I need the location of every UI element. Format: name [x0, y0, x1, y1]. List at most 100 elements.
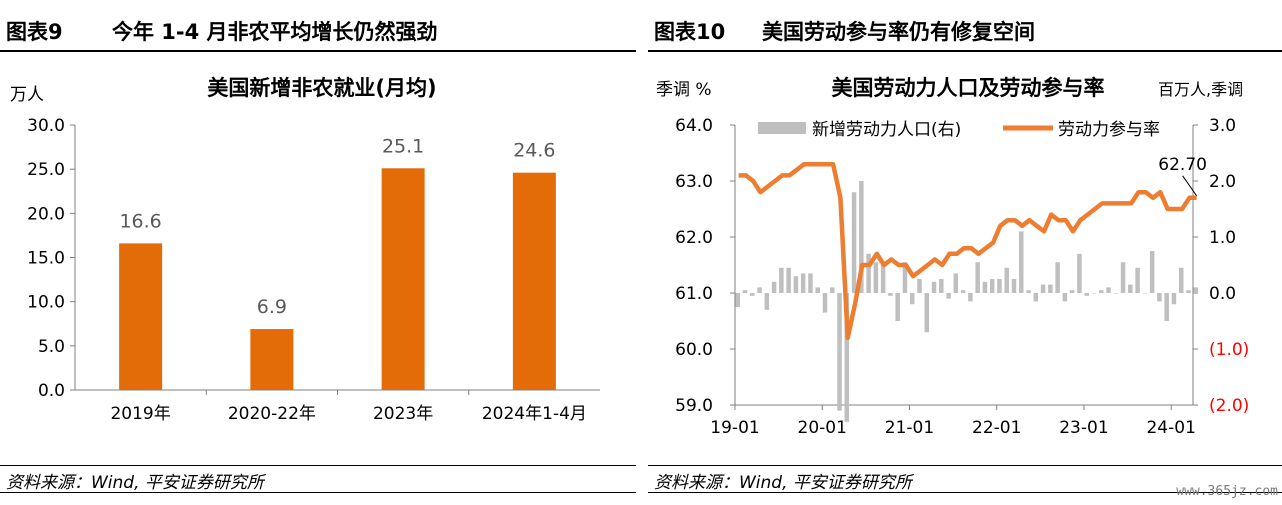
labor-force-bar	[750, 293, 755, 296]
labor-force-bar	[924, 293, 930, 333]
labor-force-bar	[837, 293, 842, 411]
labor-force-bar	[786, 267, 791, 293]
right-tick-label: (1.0)	[1209, 340, 1249, 360]
labor-force-bar	[982, 281, 988, 293]
figure-10-panel: 图表10 美国劳动参与率仍有修复空间 美国劳动力人口及劳动参与率 季调 % 百万人,…	[648, 0, 1282, 505]
labor-force-bar	[1091, 293, 1097, 294]
labor-force-bar	[764, 293, 770, 310]
labor-force-bar	[1026, 290, 1031, 293]
labor-force-bar	[757, 287, 762, 293]
x-tick-label: 2023年	[373, 404, 433, 424]
labor-force-bar	[1142, 293, 1148, 294]
y-tick-label: 25.0	[27, 160, 65, 180]
chart-title: 美国劳动力人口及劳动参与率	[832, 76, 1105, 100]
bar	[512, 172, 556, 390]
y-tick-label: 5.0	[38, 337, 65, 357]
y-tick-label: 0.0	[38, 381, 65, 401]
figure-number: 图表10	[654, 20, 726, 44]
figure-title: 美国劳动参与率仍有修复空间	[762, 20, 1035, 44]
labor-force-bar	[902, 262, 908, 293]
source-note: 资料来源：Wind, 平安证券研究所	[6, 473, 264, 493]
labor-force-bar	[742, 290, 748, 293]
figure-footer: 资料来源：Wind, 平安证券研究所	[648, 465, 1282, 493]
labor-force-bar	[997, 279, 1002, 293]
annotation-leader	[1182, 175, 1198, 197]
labor-force-bar	[1040, 284, 1046, 293]
labor-force-bar	[1171, 293, 1177, 305]
labor-force-bar	[866, 253, 871, 293]
data-label: 24.6	[513, 140, 555, 162]
labor-force-bar	[771, 281, 777, 293]
labor-force-bar	[793, 276, 799, 293]
labor-force-bar	[1062, 293, 1068, 302]
left-tick-label: 63.0	[675, 172, 713, 192]
figure-header: 图表9 今年 1-4 月非农平均增长仍然强劲	[0, 10, 636, 52]
legend-swatch-bar	[758, 122, 806, 134]
labor-force-bar	[1149, 251, 1155, 293]
right-tick-label: 1.0	[1209, 228, 1236, 248]
x-tick-label: 2019年	[110, 404, 170, 424]
left-tick-label: 60.0	[675, 340, 713, 360]
labor-force-bar	[917, 279, 922, 293]
labor-force-bar	[1178, 267, 1184, 293]
y-tick-label: 10.0	[27, 293, 65, 313]
left-axis-unit-label: 季调 %	[656, 80, 712, 100]
labor-force-bar	[808, 273, 813, 293]
labor-force-bar	[1011, 279, 1017, 293]
labor-force-bar	[1077, 253, 1082, 293]
labor-force-bar	[830, 287, 835, 293]
bar	[250, 329, 294, 390]
chart-title: 美国新增非农就业(月均)	[207, 76, 436, 100]
labor-force-bar	[946, 293, 951, 299]
labor-force-bar	[1019, 231, 1024, 293]
figure-footer: 资料来源：Wind, 平安证券研究所	[0, 465, 636, 493]
last-value-annotation: 62.70	[1158, 155, 1207, 175]
legend-label-line: 劳动力参与率	[1058, 120, 1160, 140]
labor-force-bar	[888, 293, 893, 296]
x-tick-label: 2020-22年	[228, 404, 316, 424]
x-tick-label: 24-01	[1146, 418, 1195, 438]
right-tick-label: 0.0	[1209, 284, 1236, 304]
x-tick-label: 22-01	[972, 418, 1021, 438]
labor-force-bar	[1193, 287, 1198, 293]
labor-force-bar	[822, 293, 828, 313]
labor-force-bar	[1135, 267, 1140, 293]
y-tick-label: 15.0	[27, 249, 65, 269]
labor-force-bar	[735, 293, 740, 307]
labor-force-bar	[968, 293, 973, 302]
labor-force-bar	[931, 281, 937, 293]
labor-force-bar	[1098, 290, 1104, 293]
labor-force-bar	[880, 262, 886, 293]
figure-9-panel: 图表9 今年 1-4 月非农平均增长仍然强劲 美国新增非农就业(月均) 万人 0.0…	[0, 0, 636, 505]
data-label: 6.9	[257, 296, 287, 318]
labor-force-bar	[779, 267, 784, 293]
data-label: 25.1	[382, 135, 424, 157]
labor-force-bar	[859, 181, 864, 293]
x-tick-label: 23-01	[1059, 418, 1108, 438]
labor-force-bar	[1157, 293, 1162, 302]
labor-force-bar	[1186, 290, 1191, 293]
bar	[381, 168, 425, 390]
labor-force-bar	[975, 262, 980, 293]
figure-number: 图表9	[6, 20, 63, 44]
labor-force-bar	[895, 293, 900, 321]
labor-force-bar	[909, 293, 915, 305]
y-tick-label: 20.0	[27, 204, 65, 224]
labor-force-bar	[1033, 293, 1039, 302]
left-tick-label: 64.0	[675, 116, 713, 136]
left-tick-label: 59.0	[675, 396, 713, 416]
x-tick-label: 19-01	[710, 418, 759, 438]
left-tick-label: 62.0	[675, 228, 713, 248]
labor-force-bar	[1164, 293, 1169, 321]
labor-force-bar	[1120, 262, 1126, 293]
labor-force-bar	[939, 279, 944, 293]
figure-header: 图表10 美国劳动参与率仍有修复空间	[648, 10, 1282, 52]
data-label: 16.6	[119, 210, 161, 232]
left-tick-label: 61.0	[675, 284, 713, 304]
labor-force-bar	[989, 279, 995, 293]
y-tick-label: 30.0	[27, 116, 65, 136]
labor-force-bar	[815, 287, 820, 293]
x-tick-label: 2024年1-4月	[482, 404, 587, 424]
right-tick-label: 2.0	[1209, 172, 1236, 192]
labor-force-bar	[800, 273, 806, 293]
